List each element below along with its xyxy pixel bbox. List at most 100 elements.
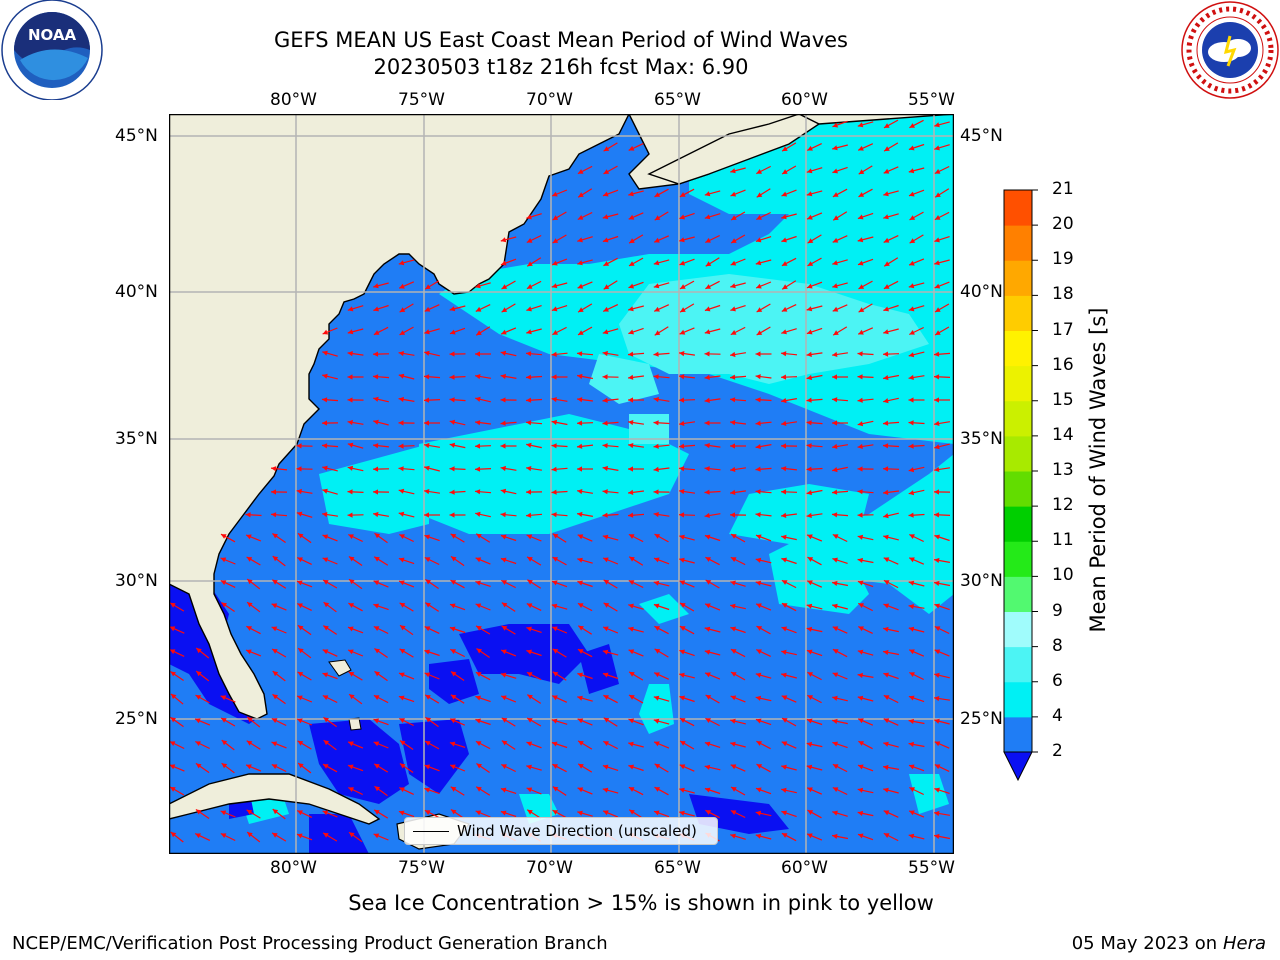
wave-arrow-head [654, 215, 661, 221]
wave-arrow-head [679, 557, 685, 563]
wave-arrow-head [373, 396, 379, 402]
wave-arrow-head [424, 350, 430, 356]
wave-arrow-head [347, 329, 354, 335]
wave-arrow-head [730, 168, 736, 174]
wave-arrow-head [424, 557, 431, 562]
arrow-legend: Wind Wave Direction (unscaled) [404, 817, 718, 845]
wave-arrow-head [730, 810, 737, 815]
wave-arrow-head [833, 330, 839, 336]
wave-arrow-head [577, 603, 584, 608]
wave-arrow-head [322, 373, 328, 379]
wave-arrow-head [398, 557, 405, 563]
wave-arrow-head [374, 671, 380, 677]
wave-arrow-head [526, 741, 533, 747]
wave-arrow-head [934, 145, 940, 151]
wave-arrow-head [475, 306, 482, 312]
wave-arrow-head [653, 420, 659, 426]
colorbar-segment [1004, 260, 1032, 296]
wave-arrow-head [577, 580, 583, 586]
wave-arrow-head [373, 443, 379, 449]
wave-arrow-head [500, 488, 507, 494]
wave-arrow-head [602, 214, 609, 220]
wave-arrow-head [908, 467, 915, 473]
wave-arrow-head [782, 284, 788, 290]
lon-label-top: 75°W [398, 90, 445, 110]
wave-arrow-head [322, 695, 329, 700]
wave-arrow-head [170, 693, 177, 700]
wave-arrow-head [527, 261, 533, 267]
wave-arrow-head [883, 557, 890, 563]
wave-arrow-head [908, 443, 914, 449]
wave-arrow-head [731, 238, 737, 243]
wave-arrow-head [781, 626, 787, 632]
wave-arrow-head [349, 832, 355, 838]
wave-arrow-head [908, 145, 915, 151]
wave-arrow-head [908, 374, 914, 380]
wave-arrow-head [934, 169, 941, 174]
wave-arrow-head [628, 534, 635, 539]
wave-arrow-head [755, 374, 761, 380]
wave-arrow-head [730, 443, 735, 449]
wave-arrow-head [857, 122, 864, 128]
wave-arrow-head [654, 672, 660, 678]
lon-label-top: 55°W [908, 90, 955, 110]
wave-arrow-head [704, 329, 711, 335]
wave-arrow-head [679, 512, 685, 518]
wave-arrow-head [806, 764, 813, 770]
wave-arrow-head [551, 283, 558, 289]
wave-arrow-head [500, 465, 506, 472]
wave-arrow-head [858, 192, 865, 197]
wave-arrow-head [526, 306, 532, 312]
wave-arrow-head [603, 717, 610, 723]
wave-arrow-head [347, 374, 353, 380]
wave-arrow-head [807, 695, 813, 700]
colorbar-segment [1004, 190, 1032, 226]
wave-arrow-head [323, 740, 330, 746]
wave-arrow-head [704, 443, 710, 449]
wave-arrow-head [578, 192, 584, 198]
wave-arrow-head [526, 534, 533, 540]
wave-arrow-head [858, 329, 864, 335]
wave-arrow-head [908, 283, 915, 289]
wave-arrow-head [730, 626, 736, 632]
wave-arrow-head [347, 351, 353, 357]
wave-arrow-head [527, 694, 533, 700]
wave-arrow-head [628, 741, 634, 747]
wave-arrow-head [935, 330, 941, 335]
wave-arrow-head [679, 397, 685, 403]
wave-arrow-head [374, 533, 381, 539]
colorbar-segment [1004, 611, 1032, 648]
wave-arrow-head [705, 284, 711, 289]
wave-arrow-head [883, 833, 890, 838]
wave-arrow-head [577, 443, 583, 449]
wave-arrow-head [858, 833, 864, 839]
wave-arrow-head [527, 579, 533, 585]
wave-arrow-head [220, 833, 227, 838]
wave-arrow-head [196, 648, 202, 654]
wave-arrow-head [857, 810, 864, 816]
wave-arrow-head [501, 284, 508, 289]
colorbar-tick-label: 20 [1052, 214, 1074, 235]
wave-arrow-head [705, 261, 712, 267]
wave-arrow-head [449, 419, 456, 425]
wave-arrow-head [500, 350, 507, 356]
wave-arrow-head [347, 465, 354, 471]
wave-arrow-head [602, 672, 609, 678]
wave-arrow-head [730, 466, 736, 472]
wave-arrow-head [247, 832, 253, 838]
wave-arrow-head [450, 809, 457, 815]
wave-arrow-head [806, 420, 812, 426]
wave-arrow-head [501, 649, 507, 655]
wave-arrow-head [883, 191, 889, 197]
wave-arrow-head [934, 696, 940, 702]
wave-arrow-head [782, 169, 788, 174]
wave-arrow-head [475, 489, 481, 495]
wave-arrow-head [755, 444, 761, 450]
wave-arrow-head [246, 740, 253, 746]
wave-arrow-head [679, 374, 685, 380]
wave-arrow-head [500, 237, 507, 243]
wave-arrow-head [602, 329, 609, 335]
wave-arrow-head [705, 695, 712, 700]
wave-arrow-head [628, 329, 634, 335]
wave-arrow-head [373, 419, 379, 425]
